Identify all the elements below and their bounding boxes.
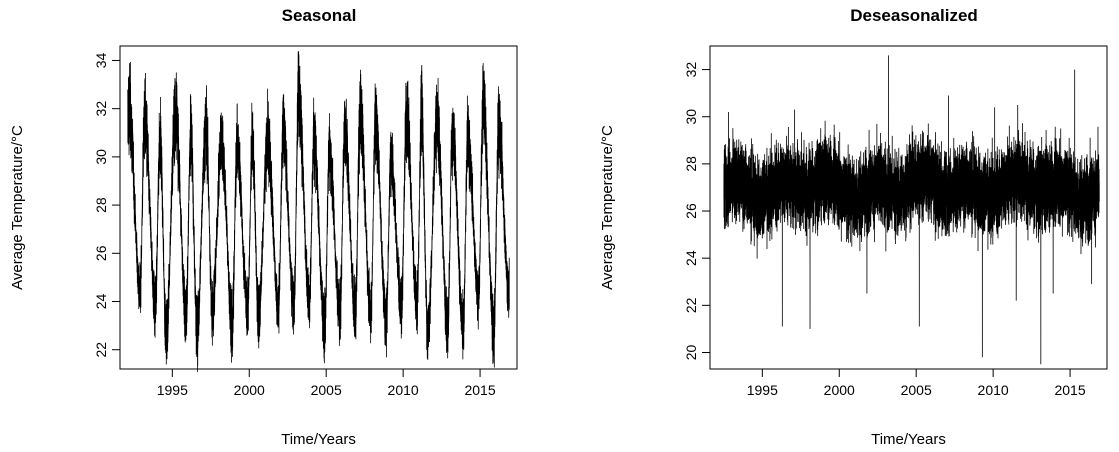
x-tick-label: 1995	[747, 382, 778, 398]
y-tick-label: 34	[93, 52, 109, 68]
y-tick-label: 30	[683, 109, 699, 125]
y-tick-label: 28	[683, 156, 699, 172]
x-axis-label: Time/Years	[871, 431, 946, 448]
y-axis-label: Average Temperature/°C	[599, 125, 616, 290]
x-tick-label: 2005	[311, 382, 342, 398]
x-tick-label: 2010	[978, 382, 1009, 398]
y-tick-label: 22	[683, 297, 699, 313]
y-tick-label: 30	[93, 149, 109, 165]
y-tick-label: 26	[683, 203, 699, 219]
y-tick-label: 24	[683, 250, 699, 266]
y-tick-label: 32	[93, 101, 109, 117]
chart-title: Deseasonalized	[850, 6, 978, 25]
temperature-series-line	[723, 55, 1100, 365]
temperature-series-line	[127, 51, 510, 372]
x-tick-label: 2000	[824, 382, 855, 398]
plot-frame	[119, 45, 518, 370]
chart-title: Seasonal	[282, 6, 357, 25]
x-tick-label: 2015	[1054, 382, 1085, 398]
y-tick-label: 28	[93, 197, 109, 213]
y-axis-label: Average Temperature/°C	[9, 125, 26, 290]
x-axis-label: Time/Years	[281, 431, 356, 448]
x-tick-label: 2005	[901, 382, 932, 398]
y-tick-label: 20	[683, 344, 699, 360]
deseasonalized-chart-panel: Deseasonalized Time/Years Average Temperat…	[559, 0, 1119, 452]
x-tick-label: 2015	[464, 382, 495, 398]
plot-frame	[709, 45, 1108, 370]
x-tick-label: 2010	[388, 382, 419, 398]
y-tick-label: 26	[93, 245, 109, 261]
y-tick-label: 32	[683, 62, 699, 78]
seasonal-chart: Seasonal Time/Years Average Temperature/°C…	[9, 6, 518, 448]
seasonal-chart-panel: Seasonal Time/Years Average Temperature/°C…	[9, 6, 518, 448]
deseasonalized-chart: Deseasonalized Time/Years Average Temperat…	[599, 6, 1108, 448]
y-tick-label: 24	[93, 294, 109, 310]
x-tick-label: 2000	[234, 382, 265, 398]
y-tick-label: 22	[93, 342, 109, 358]
x-tick-label: 1995	[157, 382, 188, 398]
